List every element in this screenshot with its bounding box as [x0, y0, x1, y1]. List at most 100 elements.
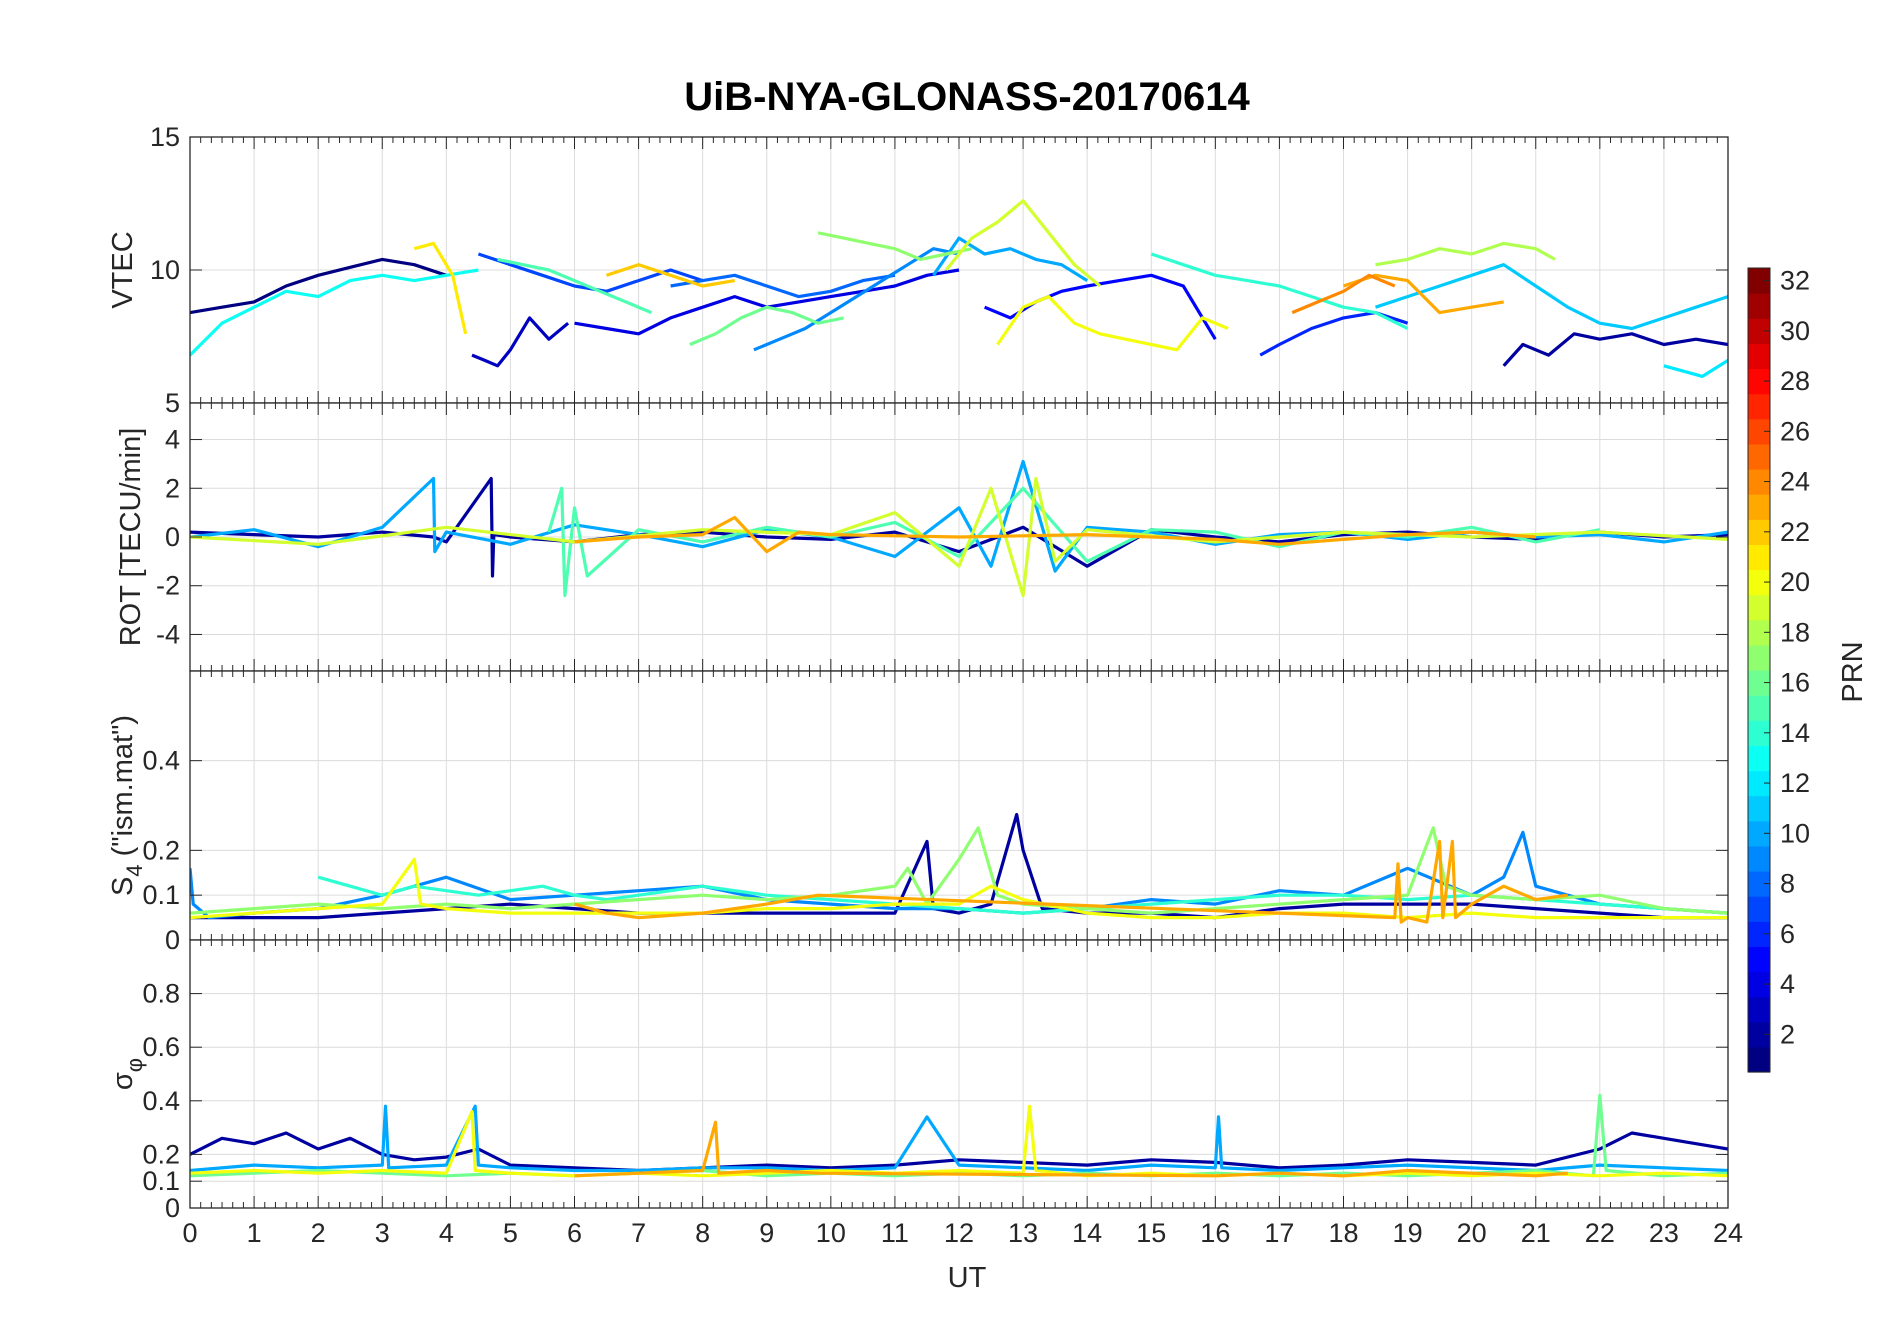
colorbar-swatch — [1748, 720, 1770, 746]
colorbar-swatch — [1748, 820, 1770, 847]
colorbar-swatch — [1748, 946, 1770, 973]
series-line-prn-15 — [497, 257, 653, 315]
colorbar-tick-label: 18 — [1780, 617, 1810, 647]
series-line-prn-19 — [190, 476, 1728, 598]
x-tick-label: 4 — [439, 1218, 454, 1248]
colorbar-swatch — [1748, 971, 1770, 998]
colorbar-swatch — [1748, 619, 1770, 646]
colorbar-swatch — [1748, 443, 1770, 470]
series-line-prn-2 — [1502, 332, 1728, 367]
panel-vtec: 5 10 15 VTEC — [107, 122, 1729, 418]
x-axis-label: UT — [948, 1262, 987, 1294]
y-tick-label: 0.1 — [142, 1166, 180, 1196]
series-group — [190, 199, 1728, 378]
y-tick-label: 0.8 — [142, 979, 180, 1009]
colorbar-tick-label: 30 — [1780, 316, 1810, 346]
panel-sigma_phi: 00.10.2 0.4 0.6 0.8 σφ — [107, 939, 1729, 1223]
series-group — [190, 1093, 1728, 1178]
y-tick-label: 0 — [165, 522, 180, 552]
x-tick-label: 9 — [759, 1218, 774, 1248]
x-tick-label: 5 — [503, 1218, 518, 1248]
y-tick-label: -4 — [156, 619, 180, 649]
x-tick-label: 2 — [311, 1218, 326, 1248]
series-line-prn-13 — [190, 268, 479, 357]
y-tick-label: 0.1 — [142, 880, 180, 910]
series-line-prn-14 — [317, 875, 1728, 915]
colorbar-swatch — [1748, 544, 1770, 571]
colorbar-swatch — [1748, 494, 1770, 520]
x-ticks — [189, 403, 1729, 671]
colorbar-swatch — [1748, 318, 1770, 344]
series-line-prn-23 — [574, 515, 1536, 554]
series-line-prn-22 — [605, 263, 735, 288]
series-line-prn-9 — [753, 247, 960, 352]
series-line-prn-21 — [413, 241, 468, 335]
series-line-prn-23 — [574, 1120, 1568, 1178]
chart-title: UiB-NYA-GLONASS-20170614 — [684, 75, 1250, 119]
y-tick-label: 2 — [165, 473, 180, 503]
y-tick-label: -2 — [156, 571, 180, 601]
x-tick-label: 18 — [1328, 1218, 1358, 1248]
x-tick-label: 19 — [1393, 1218, 1423, 1248]
colorbar-swatch — [1748, 871, 1770, 897]
series-line-prn-3 — [471, 316, 570, 368]
x-tick-label: 8 — [695, 1218, 710, 1248]
colorbar-tick-label: 8 — [1780, 869, 1795, 899]
colorbar-swatch — [1748, 1046, 1770, 1073]
x-ticks — [189, 940, 1729, 1208]
series-line-prn-8 — [670, 273, 896, 299]
x-tick-label: 23 — [1649, 1218, 1679, 1248]
colorbar-swatch — [1748, 393, 1770, 420]
y-tick-label: 4 — [165, 425, 180, 455]
series-line-prn-10 — [932, 236, 1089, 282]
y-axis-label: VTEC — [107, 231, 139, 308]
colorbar-swatch — [1748, 418, 1770, 445]
x-tick-label: 0 — [182, 1218, 197, 1248]
colorbar-tick-label: 22 — [1780, 517, 1810, 547]
y-tick-label: 0.6 — [142, 1032, 180, 1062]
x-tick-label: 21 — [1521, 1218, 1551, 1248]
panel-s4: 0 0.1 0.2 0.4S4 ("ism.mat") — [107, 670, 1729, 955]
colorbar-tick-label: 12 — [1780, 768, 1810, 798]
colorbar-frame — [1747, 267, 1771, 1073]
colorbar-swatch — [1748, 469, 1770, 495]
x-ticks — [189, 137, 1729, 403]
x-tick-label: 10 — [816, 1218, 846, 1248]
colorbar-tick-label: 10 — [1780, 818, 1810, 848]
colorbar-swatch — [1748, 896, 1770, 922]
colorbar-swatch — [1748, 845, 1770, 872]
y-tick-label: 5 — [165, 388, 180, 418]
colorbar-swatch — [1748, 293, 1770, 319]
x-tick-label: 15 — [1136, 1218, 1166, 1248]
colorbar-tick-label: 26 — [1780, 416, 1810, 446]
series-line-prn-14 — [1150, 252, 1409, 330]
colorbar-label: PRN — [1837, 641, 1869, 702]
y-tick-label: 10 — [150, 255, 180, 285]
x-tick-label: 12 — [944, 1218, 974, 1248]
colorbar-swatch — [1748, 745, 1770, 772]
colorbar-swatch — [1748, 569, 1770, 596]
series-line-prn-20 — [190, 857, 1728, 920]
x-tick-label: 14 — [1072, 1218, 1102, 1248]
colorbar-swatch — [1748, 1021, 1770, 1048]
series-line-prn-24 — [1291, 273, 1396, 315]
colorbar-tick-label: 20 — [1780, 567, 1810, 597]
colorbar-swatch — [1748, 368, 1770, 395]
y-tick-label: 0.2 — [142, 835, 180, 865]
colorbar-swatch — [1748, 670, 1770, 696]
x-tick-label: 16 — [1200, 1218, 1230, 1248]
series-line-prn-20 — [190, 1104, 1728, 1178]
colorbar-tick-label: 32 — [1780, 266, 1810, 296]
x-tick-label: 1 — [247, 1218, 262, 1248]
colorbar-swatch — [1748, 519, 1770, 545]
y-axis-label: ROT [TECU/min] — [115, 428, 147, 647]
x-tick-label: 13 — [1008, 1218, 1038, 1248]
colorbar-swatch — [1748, 594, 1770, 621]
colorbar-tick-label: 2 — [1780, 1019, 1795, 1049]
colorbar-swatch — [1748, 996, 1770, 1023]
colorbar-swatch — [1748, 695, 1770, 721]
y-tick-label: 0 — [165, 925, 180, 955]
series-line-prn-11 — [1374, 263, 1728, 331]
y-tick-label: 0 — [165, 1193, 180, 1223]
x-axis: 0 1 2 3 4 5 6 7 8 9 10 11 12 13 14 15 16 17 18 19 20 21 22 23 24 — [182, 1218, 1743, 1248]
